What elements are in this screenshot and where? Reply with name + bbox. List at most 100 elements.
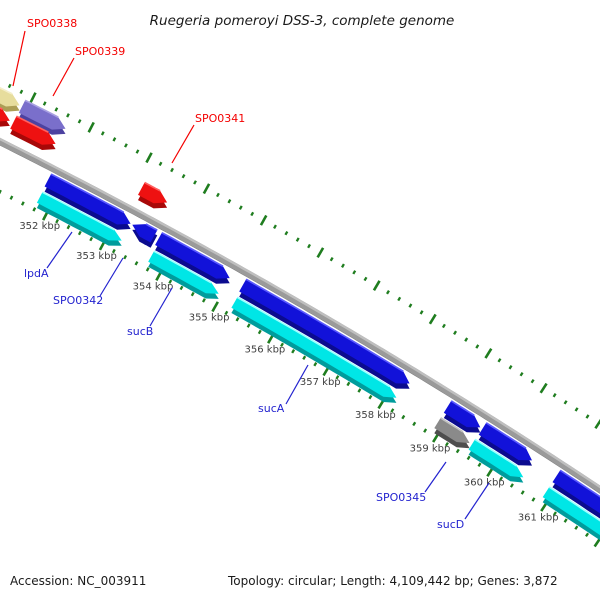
gene-label-SPO0339: SPO0339 [75,45,125,58]
lower-ruler-minor-tick [509,483,514,488]
upper-ruler-minor-tick [295,237,300,242]
upper-ruler-minor-tick [408,303,413,308]
upper-ruler-minor-tick [419,310,424,315]
kbp-label-358: 358 kbp [355,410,396,421]
feature-highlight-SPO0339-gene [24,99,59,118]
lower-ruler-minor-tick [423,428,428,433]
lower-ruler-minor-tick [168,279,173,284]
gene-label-line-SPO0339 [52,57,75,97]
lower-ruler-minor-tick [466,455,471,461]
upper-ruler-minor-tick [453,330,458,335]
gene-label-SPO0341: SPO0341 [195,112,245,125]
feature-SPO0342-gene [132,224,158,243]
upper-ruler-major-tick [29,92,37,104]
gene-label-sucA: sucA [258,402,285,415]
upper-ruler-major-tick [87,121,95,133]
kbp-label-361: 361 kbp [518,513,559,524]
feature-next-gene [552,470,600,514]
upper-ruler-major-tick [259,214,268,226]
gene-label-SPO0342: SPO0342 [53,294,103,307]
upper-ruler-minor-tick [66,113,70,118]
gene-label-sucB: sucB [127,325,153,338]
upper-ruler-minor-tick [135,149,140,154]
upper-ruler-minor-tick [124,143,128,148]
lower-ruler-minor-tick [368,394,373,400]
gene-label-line-SPO0345 [424,461,447,493]
upper-ruler-minor-tick [352,270,357,275]
upper-ruler-major-tick [484,348,493,359]
upper-ruler-minor-tick [530,378,535,384]
gene-label-line-SPO0338 [12,30,26,87]
upper-ruler-minor-tick [563,400,568,405]
feature-highlight-sucD-gene [485,422,527,449]
upper-ruler-minor-tick [250,211,255,217]
upper-ruler-minor-tick [216,192,220,198]
lower-ruler-major-tick [211,301,219,313]
feature-highlight-SPO0339-cds [16,115,49,134]
upper-ruler-minor-tick [497,358,502,363]
gene-label-line-sucB [149,287,173,327]
lower-ruler-minor-tick [390,408,395,413]
upper-ruler-minor-tick [307,243,311,249]
upper-ruler-minor-tick [42,101,47,106]
lower-ruler-minor-tick [77,230,82,236]
feature-SPO0341-cds [138,182,168,204]
upper-ruler-minor-tick [341,263,345,268]
lower-ruler-minor-tick [291,349,296,354]
upper-ruler-minor-tick [181,173,186,179]
lower-ruler-minor-tick [235,317,240,322]
gene-label-line-SPO0341 [171,124,195,164]
feature-highlight-sucB-cds [153,250,212,284]
feature-SPO0339-cds [10,116,56,145]
genome-map-layers: 352 kbp 353 kbp 354 kbp 355 kbp 356 kbp 357 k… [0,17,600,548]
feature-highlight-SPO0342-gene [145,223,158,231]
gene-label-line-lpdA [46,231,73,269]
backbone [0,137,600,494]
feature-lpdA-cds [36,192,122,241]
lower-ruler-minor-tick [257,329,262,335]
upper-ruler-minor-tick [574,407,579,412]
lower-ruler-minor-tick [280,342,284,348]
feature-SPO0339-gene [18,100,66,130]
feature-sucD-cds [468,439,524,478]
lower-ruler-minor-tick [145,267,150,272]
lower-ruler-minor-tick [224,310,229,316]
lower-ruler-minor-tick [134,261,139,266]
upper-ruler-minor-tick [284,230,289,236]
lower-ruler-minor-tick [563,518,568,523]
lower-ruler-minor-tick [0,189,2,195]
upper-ruler-minor-tick [273,224,277,229]
feature-highlight-sucB-gene [161,231,224,268]
lower-ruler-minor-tick [111,248,116,254]
upper-ruler-minor-tick [363,276,368,282]
upper-ruler-minor-tick [100,131,105,136]
feature-sucA-gene [239,279,410,384]
upper-ruler-minor-tick [552,393,557,398]
kbp-label-353: 353 kbp [76,251,117,262]
feature-lpdA-gene [44,174,131,225]
upper-ruler-minor-tick [464,337,469,342]
footer-topology: Topology: circular; Length: 4,109,442 bp… [227,574,558,588]
lower-ruler-minor-tick [190,291,195,297]
lower-ruler-minor-tick [32,207,37,212]
lower-ruler-minor-tick [123,254,128,260]
feature-highlight-SPO0345-gene [450,400,475,417]
page-title: Ruegeria pomeroyi DSS-3, complete genome [150,13,455,29]
upper-ruler-minor-tick [7,83,12,89]
lower-ruler-minor-tick [444,441,449,447]
lower-ruler-minor-tick [55,218,59,224]
upper-ruler-minor-tick [19,89,24,94]
feature-highlight-sucA-cds [236,296,391,388]
lower-ruler-minor-tick [531,497,536,502]
feature-sucA-cds [231,297,397,398]
feature-next-cds [542,487,600,536]
lower-ruler-minor-tick [335,375,340,380]
gene-label-line-SPO0342 [99,257,124,297]
upper-ruler-major-tick [202,183,211,195]
feature-SPO0338-gene [0,87,20,107]
lower-ruler-minor-tick [585,532,590,538]
upper-ruler-minor-tick [475,344,480,349]
upper-ruler-minor-tick [329,256,334,262]
